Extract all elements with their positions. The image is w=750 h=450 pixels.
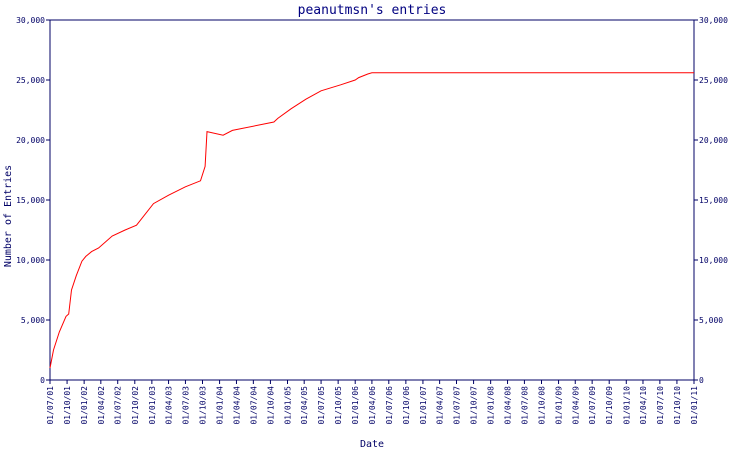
x-tick-label: 01/01/09 [555, 386, 564, 425]
x-tick-label: 01/07/05 [317, 386, 326, 425]
y-tick-label-left: 10,000 [16, 256, 45, 265]
x-tick-label: 01/01/04 [216, 386, 225, 425]
y-tick-label-left: 0 [40, 376, 45, 385]
y-tick-label-left: 30,000 [16, 16, 45, 25]
x-tick-label: 01/07/01 [46, 386, 55, 425]
y-tick-label-left: 20,000 [16, 136, 45, 145]
x-tick-label: 01/07/10 [656, 386, 665, 425]
x-tick-label: 01/10/02 [131, 386, 140, 425]
x-tick-label: 01/10/03 [199, 386, 208, 425]
plot-frame [49, 19, 695, 381]
y-tick-label-right: 5,000 [699, 316, 723, 325]
series-line-0 [49, 72, 694, 369]
x-tick-label: 01/01/11 [690, 386, 699, 425]
y-tick-label-right: 20,000 [699, 136, 728, 145]
x-tick-label: 01/01/06 [351, 386, 360, 425]
x-tick-label: 01/01/10 [622, 386, 631, 425]
x-tick-label: 01/01/02 [80, 386, 89, 425]
x-tick-label: 01/01/07 [419, 386, 428, 425]
y-tick-label-right: 10,000 [699, 256, 728, 265]
x-tick-label: 01/04/02 [97, 386, 106, 425]
x-tick-label: 01/01/05 [283, 386, 292, 425]
x-tick-label: 01/07/07 [453, 386, 462, 425]
x-tick-label: 01/01/03 [148, 386, 157, 425]
y-tick-label-right: 25,000 [699, 76, 728, 85]
x-tick-label: 01/10/09 [605, 386, 614, 425]
y-tick-label-right: 15,000 [699, 196, 728, 205]
x-tick-label: 01/07/03 [181, 386, 190, 425]
y-tick-label-left: 15,000 [16, 196, 45, 205]
y-tick-label-left: 5,000 [21, 316, 45, 325]
x-tick-label: 01/10/06 [402, 386, 411, 425]
y-tick-label-right: 0 [699, 376, 704, 385]
x-tick-label: 01/04/08 [504, 386, 513, 425]
x-tick-label: 01/07/02 [114, 386, 123, 425]
x-tick-label: 01/10/04 [266, 386, 275, 425]
x-tick-label: 01/01/08 [487, 386, 496, 425]
x-axis-label: Date [360, 439, 384, 450]
x-tick-label: 01/07/06 [385, 386, 394, 425]
x-tick-label: 01/07/08 [520, 386, 529, 425]
x-tick-label: 01/04/07 [436, 386, 445, 425]
chart-title: peanutmsn's entries [298, 3, 447, 18]
x-tick-label: 01/04/03 [165, 386, 174, 425]
x-tick-label: 01/04/06 [368, 386, 377, 425]
y-axis-label: Number of Entries [3, 165, 14, 267]
y-tick-label-right: 30,000 [699, 16, 728, 25]
x-tick-label: 01/10/07 [470, 386, 479, 425]
x-tick-label: 01/07/04 [249, 386, 258, 425]
x-tick-label: 01/10/08 [537, 386, 546, 425]
x-tick-label: 01/10/10 [673, 386, 682, 425]
x-tick-label: 01/10/01 [63, 386, 72, 425]
x-tick-label: 01/04/05 [300, 386, 309, 425]
x-tick-label: 01/07/09 [588, 386, 597, 425]
x-tick-label: 01/10/05 [334, 386, 343, 425]
x-tick-label: 01/04/09 [571, 386, 580, 425]
x-tick-label: 01/04/10 [639, 386, 648, 425]
x-tick-label: 01/04/04 [232, 386, 241, 425]
y-tick-label-left: 25,000 [16, 76, 45, 85]
